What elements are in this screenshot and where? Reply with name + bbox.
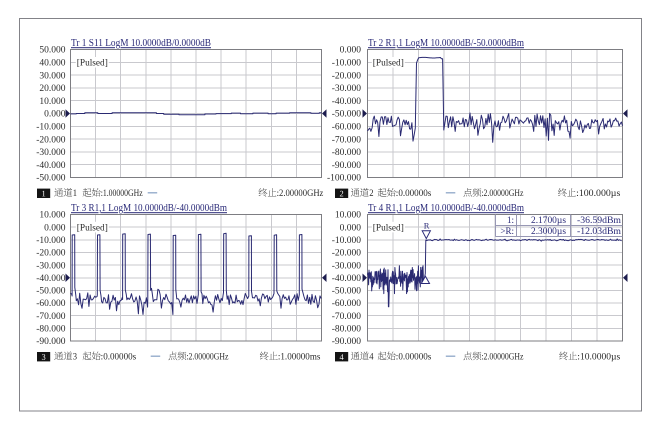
svg-text::0.00000s: :0.00000s — [396, 351, 432, 361]
svg-text:-50.000: -50.000 — [36, 287, 66, 297]
svg-text:[Pulsed]: [Pulsed] — [373, 59, 404, 69]
svg-text:10.000: 10.000 — [39, 211, 65, 221]
svg-text:-90.000: -90.000 — [36, 337, 66, 347]
svg-text:-80.000: -80.000 — [332, 325, 362, 335]
svg-text:4: 4 — [369, 351, 374, 361]
svg-text:3: 3 — [73, 351, 78, 361]
svg-text:-100.000: -100.000 — [327, 174, 361, 184]
svg-text:-60.000: -60.000 — [332, 123, 362, 133]
svg-text:0.000: 0.000 — [44, 110, 66, 120]
svg-text:-20.000: -20.000 — [332, 71, 362, 81]
svg-text:-60.000: -60.000 — [332, 299, 362, 309]
svg-text:[Pulsed]: [Pulsed] — [373, 224, 404, 234]
svg-text:Tr 2 R1,1 LogM 10.0000dB/-50.: Tr 2 R1,1 LogM 10.0000dB/-50.0000dBm — [368, 38, 524, 49]
svg-text:-40.000: -40.000 — [332, 274, 362, 284]
svg-text::0.00000s: :0.00000s — [396, 188, 432, 198]
svg-text::1.00000ms: :1.00000ms — [278, 351, 321, 361]
svg-text:-70.000: -70.000 — [332, 135, 362, 145]
svg-text:-80.000: -80.000 — [332, 148, 362, 158]
svg-text:1: 1 — [73, 188, 77, 198]
svg-text:Tr 3 R1,1 LogM 10.0000dB/-40.: Tr 3 R1,1 LogM 10.0000dB/-40.0000dBm — [71, 203, 227, 214]
svg-text:2.3000µs: 2.3000µs — [531, 226, 567, 236]
svg-text:[Pulsed]: [Pulsed] — [77, 224, 108, 234]
svg-text:10.000: 10.000 — [39, 97, 65, 107]
svg-text::2.00000GHz: :2.00000GHz — [481, 188, 523, 198]
svg-text:-30.000: -30.000 — [36, 261, 66, 271]
svg-text:-90.000: -90.000 — [332, 337, 362, 347]
svg-text:1:: 1: — [507, 215, 514, 225]
svg-text::100.000µs: :100.000µs — [576, 188, 621, 198]
svg-text:-40.000: -40.000 — [36, 161, 66, 171]
svg-text::2.00000GHz: :2.00000GHz — [481, 351, 523, 361]
svg-text:-80.000: -80.000 — [36, 325, 66, 335]
svg-text:-20.000: -20.000 — [36, 249, 66, 259]
svg-text:-10.000: -10.000 — [332, 236, 362, 246]
svg-text:-20.000: -20.000 — [332, 249, 362, 259]
svg-text:-50.000: -50.000 — [332, 287, 362, 297]
svg-text:-36.59dBm: -36.59dBm — [577, 215, 621, 225]
svg-text:30.000: 30.000 — [39, 71, 65, 81]
svg-text:-12.03dBm: -12.03dBm — [577, 226, 621, 236]
svg-text:50.000: 50.000 — [39, 46, 65, 56]
svg-text:Tr 1 S11 LogM 10.0000dB/0.000: Tr 1 S11 LogM 10.0000dB/0.0000dB — [71, 38, 211, 49]
svg-text:-30.000: -30.000 — [36, 148, 66, 158]
svg-text:0.000: 0.000 — [340, 223, 362, 233]
svg-text:0.000: 0.000 — [340, 46, 362, 56]
svg-text:>R:: >R: — [500, 226, 514, 236]
svg-text::2.00000GHz: :2.00000GHz — [277, 188, 324, 198]
svg-text:-60.000: -60.000 — [36, 299, 66, 309]
svg-text:-40.000: -40.000 — [36, 274, 66, 284]
svg-text:0.000: 0.000 — [44, 223, 66, 233]
svg-text:10.000: 10.000 — [335, 211, 361, 221]
svg-text:-40.000: -40.000 — [332, 97, 362, 107]
svg-text:-30.000: -30.000 — [332, 261, 362, 271]
svg-text:2: 2 — [369, 188, 373, 198]
svg-text:2.1700µs: 2.1700µs — [531, 215, 567, 225]
svg-text::1.00000GHz: :1.00000GHz — [101, 188, 143, 198]
svg-text:-50.000: -50.000 — [332, 110, 362, 120]
svg-text:-10.000: -10.000 — [332, 59, 362, 69]
svg-text:-30.000: -30.000 — [332, 84, 362, 94]
svg-text:-10.000: -10.000 — [36, 236, 66, 246]
svg-text:[Pulsed]: [Pulsed] — [77, 59, 108, 69]
svg-text:Tr 4 R1,1 LogM 10.0000dB/-40.: Tr 4 R1,1 LogM 10.0000dB/-40.0000dBm — [368, 203, 524, 214]
svg-text:20.000: 20.000 — [39, 84, 65, 94]
svg-text:40.000: 40.000 — [39, 59, 65, 69]
svg-text:-70.000: -70.000 — [36, 312, 66, 322]
svg-text:-70.000: -70.000 — [332, 312, 362, 322]
svg-text:-20.000: -20.000 — [36, 135, 66, 145]
svg-text:-90.000: -90.000 — [332, 161, 362, 171]
svg-text:R: R — [424, 220, 430, 230]
svg-text::2.00000GHz: :2.00000GHz — [186, 351, 228, 361]
svg-text::10.0000µs: :10.0000µs — [577, 351, 621, 361]
svg-text::0.00000s: :0.00000s — [101, 351, 137, 361]
svg-text:-10.000: -10.000 — [36, 123, 66, 133]
svg-text:-50.000: -50.000 — [36, 174, 66, 184]
